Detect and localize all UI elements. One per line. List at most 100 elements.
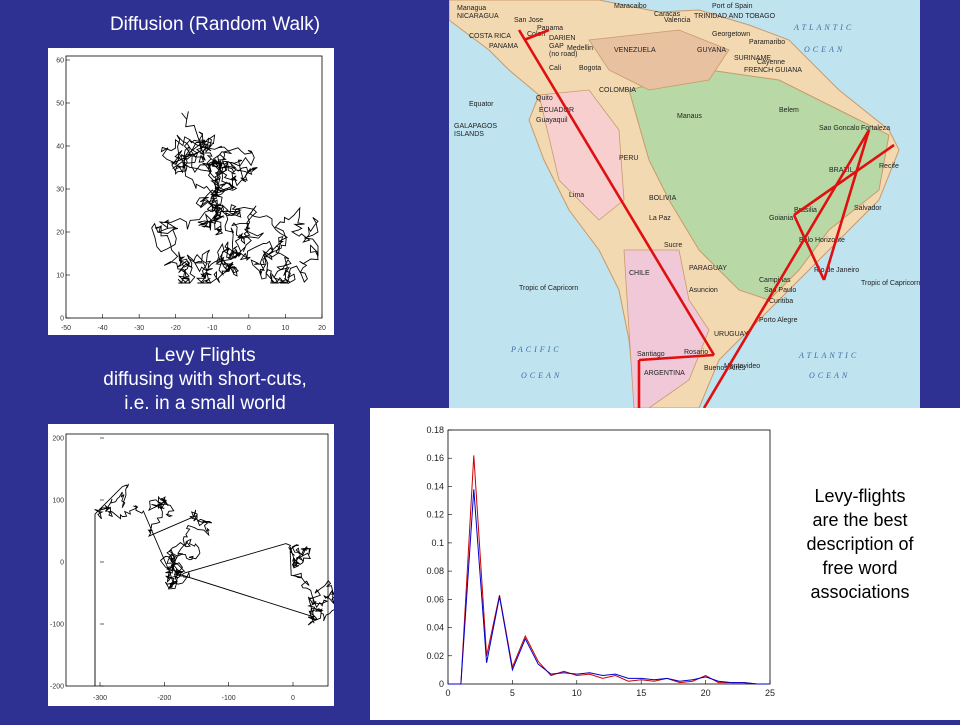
map-svg: ATLANTIC OCEAN PACIFIC OCEAN ATLANTIC OCEAN Ma… [449, 0, 920, 408]
map-place-label: Buenos Aires [704, 365, 746, 372]
x-tick-label: -100 [222, 695, 236, 702]
x-tick-label: 15 [636, 688, 646, 698]
map-place-label: DARIEN [549, 35, 575, 42]
route-segment [793, 143, 895, 217]
series-line [448, 455, 770, 685]
plot-frame [65, 55, 323, 319]
random-walk-plot: -50 -40 -30 -20 -10 0 10 20 60 50 40 30 20 10 0 [48, 48, 334, 335]
route-segment [517, 29, 716, 356]
brazil-region [628, 69, 890, 301]
levy-caption: Levy Flights diffusing with short-cuts, … [20, 344, 390, 416]
map-place-label: Santiago [637, 351, 665, 358]
y-tick-label: 0.08 [426, 566, 444, 576]
y-tick-label: 0 [60, 560, 64, 567]
map-place-label: GAP [549, 43, 564, 50]
map-place-label: Quito [536, 95, 553, 102]
map-place-label: Sucre [664, 242, 682, 249]
map-place-label: Panama [537, 25, 563, 32]
map-place-label: PANAMA [489, 43, 518, 50]
y-tick-label: 0.12 [426, 510, 444, 520]
x-tick-label: -200 [157, 695, 171, 702]
levy-caption-line-1: Levy Flights [154, 345, 256, 366]
map-place-label: Salvador [854, 205, 882, 212]
flight-routes [517, 28, 895, 408]
random-walk-title: Diffusion (Random Walk) [109, 14, 321, 35]
map-place-label: COLOMBIA [599, 87, 636, 94]
conclusion-line-2: are the best [812, 510, 908, 530]
map-place-label: (no road) [549, 51, 577, 58]
map-place-label: Valencia [664, 17, 690, 24]
y-tick-label: 60 [56, 58, 64, 65]
route-segment [638, 353, 715, 362]
peru-region [538, 89, 625, 221]
map-place-label: La Paz [649, 215, 671, 222]
map-place-label: VENEZUELA [614, 47, 656, 54]
y-tick-label: 0.06 [426, 594, 444, 604]
conclusion-text: Levy-flights are the best description of… [780, 484, 940, 604]
map-place-label: Tropic of Capricorn [519, 285, 578, 292]
map-place-label: Lima [569, 192, 584, 199]
x-tick-label: -40 [98, 325, 108, 332]
x-tick-label: -30 [134, 325, 144, 332]
levy-flight-trajectory [94, 483, 343, 686]
map-place-label: PARAGUAY [689, 265, 727, 272]
map-place-label: Rio de Janeiro [814, 267, 859, 274]
x-tick-label: 20 [318, 325, 326, 332]
map-place-label: FRENCH GUIANA [744, 67, 802, 74]
y-tick-label: -200 [50, 684, 64, 691]
map-place-label: ISLANDS [454, 131, 484, 138]
conclusion-line-5: associations [810, 582, 910, 602]
map-place-label: Recife [879, 163, 899, 170]
x-tick-label: 0 [291, 695, 295, 702]
x-tick-label: 0 [247, 325, 251, 332]
south-america-map: ATLANTIC OCEAN PACIFIC OCEAN ATLANTIC OCEAN Ma… [449, 0, 920, 408]
y-tick-label: 30 [56, 187, 64, 194]
map-place-label: PERU [619, 155, 638, 162]
map-place-label: Georgetown [712, 31, 750, 38]
x-tick-label: 5 [510, 688, 515, 698]
y-tick-label: 20 [56, 230, 64, 237]
y-tick-label: 0.16 [426, 453, 444, 463]
y-tick-label: 100 [52, 498, 64, 505]
route-segment [822, 129, 871, 281]
chart-svg: 0 5 10 15 20 25 0 0.02 0.04 0.06 0.08 0.1 0.12 0.14 0.… [426, 425, 775, 698]
map-place-label: GUYANA [697, 47, 726, 54]
map-place-label: BRAZIL [829, 167, 854, 174]
map-place-label: Sao Goncalo [819, 125, 860, 132]
map-place-label: Cali [549, 65, 562, 72]
ocean-label: ATLANTIC [793, 23, 854, 32]
map-place-label: Rosario [684, 349, 708, 356]
map-place-label: Brasilia [794, 207, 817, 214]
chart-frame [447, 429, 771, 685]
map-place-label: GALAPAGOS [454, 123, 497, 130]
x-tick-label: -50 [61, 325, 71, 332]
y-tick-label: 0.02 [426, 651, 444, 661]
map-place-label: ECUADOR [539, 107, 574, 114]
x-tick-label: -10 [207, 325, 217, 332]
x-tick-label: -20 [171, 325, 181, 332]
map-place-label: Porto Alegre [759, 317, 798, 324]
route-segment [523, 28, 550, 42]
map-place-label: Tropic of Capricorn [861, 280, 920, 287]
argentina-region [623, 249, 710, 408]
map-place-label: COSTA RICA [469, 33, 511, 40]
y-tick-label: 0 [439, 679, 444, 689]
word-association-chart: 0 5 10 15 20 25 0 0.02 0.04 0.06 0.08 0.1 0.12 0.14 0.… [370, 408, 960, 720]
map-place-label: Campinas [759, 277, 791, 284]
map-place-label: Cayenne [757, 59, 785, 66]
map-place-label: CHILE [629, 270, 650, 277]
y-tick-label: 0.1 [431, 538, 444, 548]
map-place-label: BOLIVIA [649, 195, 677, 202]
ocean-label: ATLANTIC [798, 351, 859, 360]
x-tick-label: 0 [445, 688, 450, 698]
map-place-label: San Jose [514, 17, 543, 24]
map-place-label: Managua [457, 5, 486, 12]
y-tick-label: 0.14 [426, 481, 444, 491]
map-place-label: Maracaibo [614, 3, 647, 10]
x-tick-label: 25 [765, 688, 775, 698]
map-place-label: Goiania [769, 215, 793, 222]
levy-flight-svg: -300 -200 -100 0 200 100 0 -100 -200 [50, 433, 343, 702]
levy-flight-plot: -300 -200 -100 0 200 100 0 -100 -200 [48, 424, 343, 706]
y-tick-label: -100 [50, 622, 64, 629]
map-place-label: ARGENTINA [644, 370, 685, 377]
